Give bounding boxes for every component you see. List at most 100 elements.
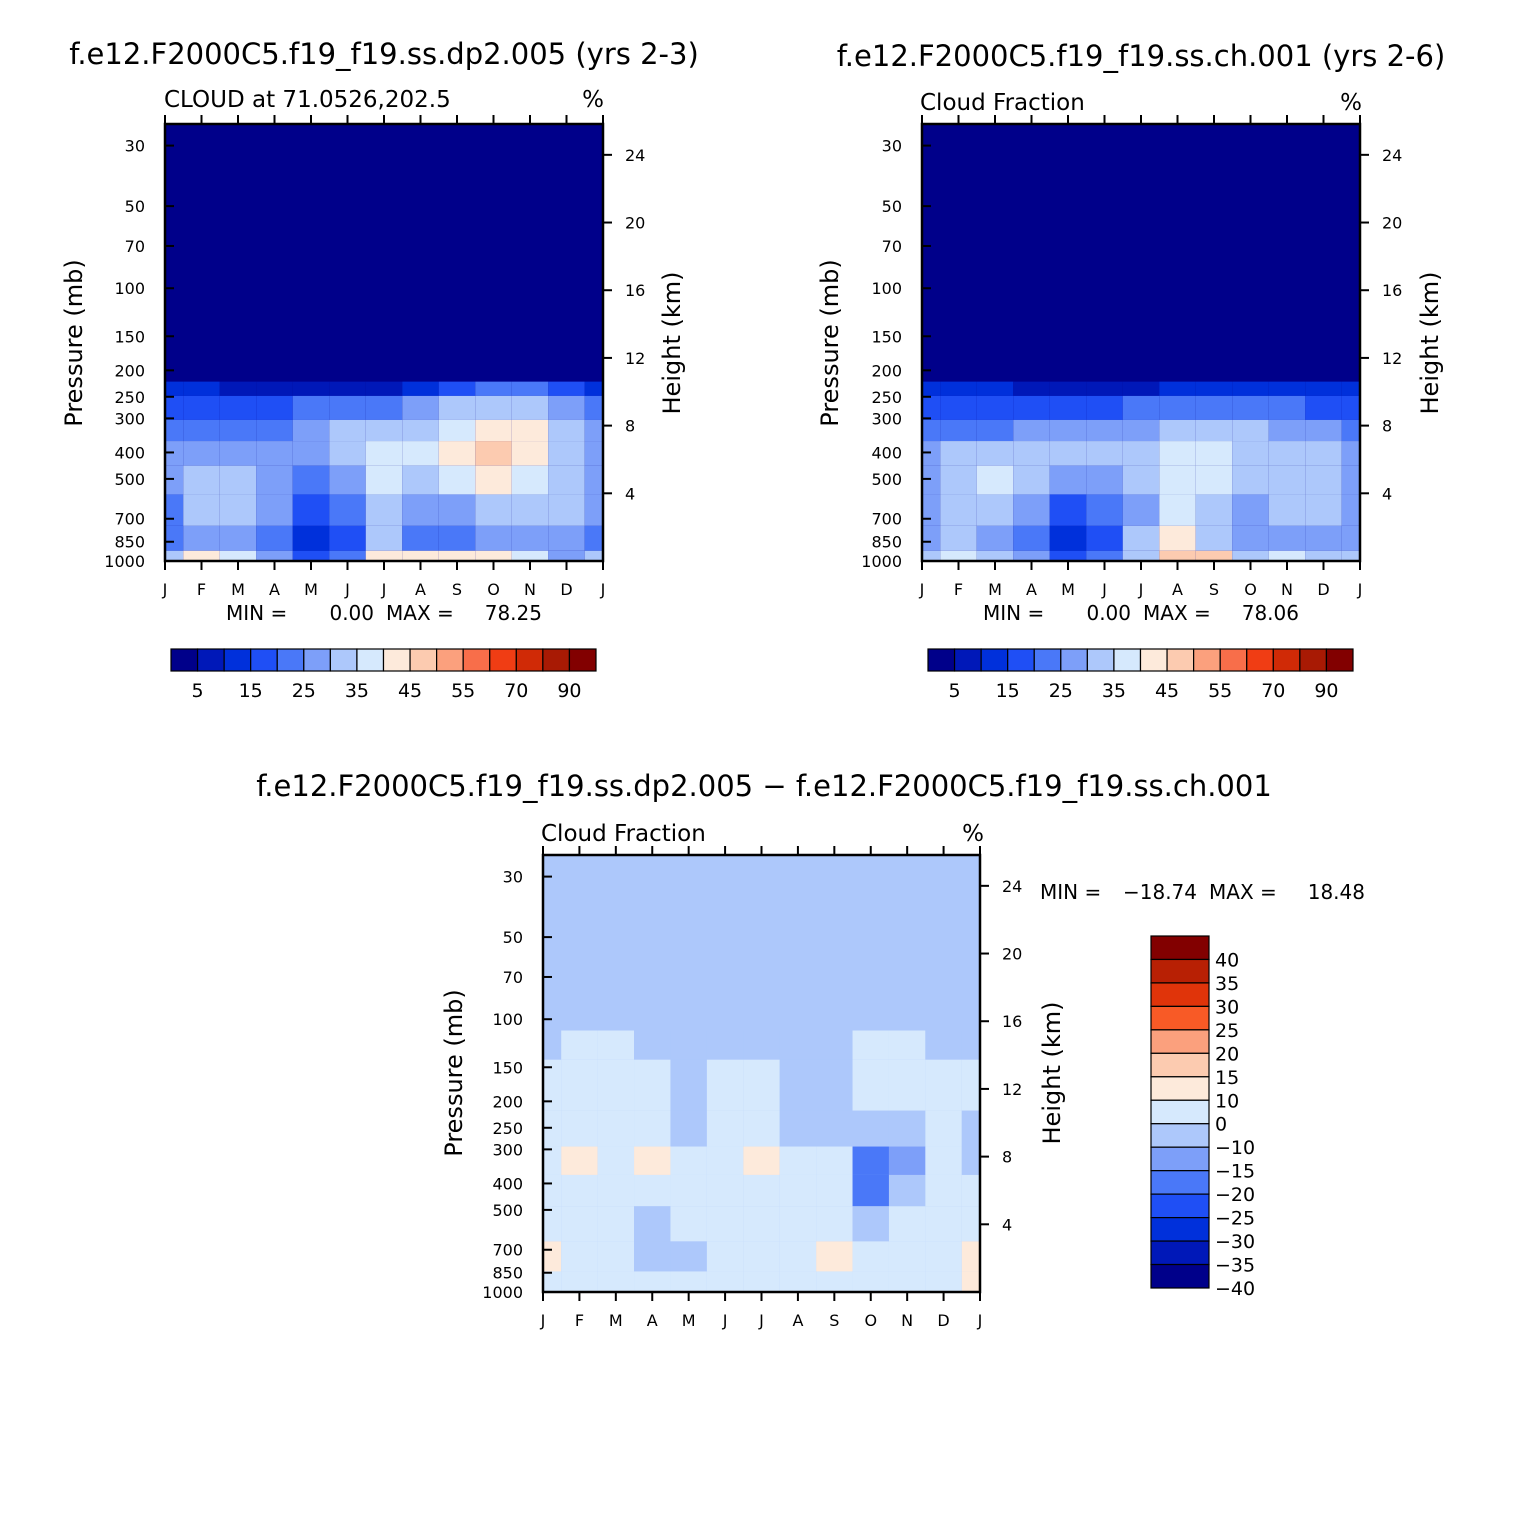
- field-cell: [256, 381, 293, 396]
- colorbar-label: 10: [1215, 1090, 1239, 1112]
- field-cell: [852, 1174, 889, 1207]
- panel-title: f.e12.F2000C5.f19_f19.ss.dp2.005 (yrs 2-…: [69, 37, 699, 71]
- field-cell: [165, 419, 184, 442]
- field-cell: [743, 1241, 780, 1272]
- field-cell: [1086, 494, 1123, 526]
- stats-max-label: MAX =: [1209, 880, 1277, 904]
- field-cell: [706, 1059, 744, 1111]
- field-cell: [292, 419, 330, 442]
- stats-max: 18.48: [1308, 880, 1365, 904]
- contour-plot: J F M A M J J A S O N D J 30 50 70 100 150 200 250 300 400 500…: [482, 846, 1022, 1330]
- panel-subtitle-left: Cloud Fraction: [920, 90, 1085, 116]
- x-tick-label: M: [1061, 580, 1075, 599]
- field-cell: [1232, 525, 1269, 551]
- field-cell: [1013, 465, 1050, 495]
- field-cell: [561, 1241, 598, 1272]
- colorbar-box: [303, 648, 331, 672]
- x-tick-label: D: [1317, 580, 1329, 599]
- field-cell: [1305, 494, 1342, 526]
- field-cell: [634, 1059, 671, 1111]
- y-tick-right-label: 4: [1002, 1215, 1012, 1234]
- contour-plot: J F M A M J J A S O N D J 30 50 70 100 150 200 250 300 400 500…: [861, 115, 1402, 599]
- colorbar-label: −10: [1215, 1137, 1255, 1159]
- field-cell: [852, 1241, 889, 1272]
- panel-subtitle-right: %: [1340, 90, 1362, 116]
- field-cell: [1268, 381, 1306, 396]
- colorbar-box: [1150, 1146, 1210, 1172]
- field-cell: [402, 441, 439, 466]
- field-cell: [976, 525, 1014, 551]
- field-cell: [438, 550, 476, 561]
- colorbar-box: [1166, 648, 1195, 672]
- field-cell: [961, 1059, 980, 1111]
- field-cell: [584, 525, 603, 551]
- field-cell: [543, 1110, 562, 1147]
- y-tick-right-label: 16: [1002, 1012, 1022, 1031]
- field-cell: [1122, 395, 1160, 420]
- field-cell: [543, 1174, 562, 1207]
- x-tick-label: A: [415, 580, 426, 599]
- colorbar-box: [462, 648, 491, 672]
- field-cell: [706, 1206, 744, 1242]
- field-cell: [1159, 465, 1196, 495]
- field-cell: [925, 1030, 962, 1060]
- field-cell: [816, 1110, 853, 1147]
- field-cell: [670, 1146, 707, 1175]
- x-tick-label: J: [381, 580, 387, 599]
- colorbar-label: 25: [1049, 680, 1073, 702]
- field-cell: [922, 381, 941, 396]
- field-cell: [1195, 441, 1233, 466]
- field-cell: [888, 1241, 926, 1272]
- field-cell: [779, 1146, 817, 1175]
- colorbar-label: −40: [1215, 1278, 1255, 1300]
- field-cell: [329, 550, 366, 561]
- y-tick-label: 300: [871, 409, 902, 428]
- field-cell: [925, 1059, 962, 1111]
- field-cell: [940, 395, 977, 420]
- field-cell: [365, 441, 403, 466]
- field-cell: [1195, 419, 1233, 442]
- stats-min: −18.74: [1123, 880, 1197, 904]
- colorbar-label: 40: [1215, 949, 1239, 971]
- field-cell: [548, 550, 585, 561]
- field-cell: [511, 494, 549, 526]
- field-cell: [292, 494, 330, 526]
- stats-max-label: MAX =: [386, 601, 454, 625]
- field-cell: [1341, 550, 1360, 561]
- field-cell: [292, 441, 330, 466]
- field-cell: [1232, 465, 1269, 495]
- colorbar-label: 15: [239, 680, 263, 702]
- field-cell: [670, 1030, 707, 1060]
- y-tick-label: 150: [492, 1058, 523, 1077]
- field-cell: [1341, 395, 1360, 420]
- field-cell: [925, 1110, 962, 1147]
- field-cell: [329, 494, 366, 526]
- colorbar: 5 15 25 35 45 55 70 90: [927, 648, 1354, 702]
- field-cell: [922, 441, 941, 466]
- colorbar-label: 90: [1314, 680, 1338, 702]
- field-cell: [816, 1059, 853, 1111]
- field-cell: [256, 395, 293, 420]
- field-cell: [1195, 525, 1233, 551]
- field-cell: [634, 1174, 671, 1207]
- x-tick-label: F: [954, 580, 963, 599]
- field-cell: [922, 395, 941, 420]
- field-cell: [816, 1271, 853, 1292]
- field-cell: [584, 441, 603, 466]
- field-cell: [365, 494, 403, 526]
- field-cell: [561, 1271, 598, 1292]
- field-cell: [584, 494, 603, 526]
- y-tick-label: 850: [871, 533, 902, 552]
- y-tick-label: 500: [114, 470, 145, 489]
- field-cell: [1013, 419, 1050, 442]
- colorbar-label: 25: [1215, 1020, 1239, 1042]
- field-cell: [548, 525, 585, 551]
- field-cell: [165, 550, 184, 561]
- y-tick-right-label: 4: [1382, 484, 1392, 503]
- field-cell: [779, 1174, 817, 1207]
- y-axis-right-label: Height (km): [1416, 272, 1444, 415]
- colorbar-box: [1219, 648, 1248, 672]
- field-cell: [165, 465, 184, 495]
- field-cell: [852, 1110, 889, 1147]
